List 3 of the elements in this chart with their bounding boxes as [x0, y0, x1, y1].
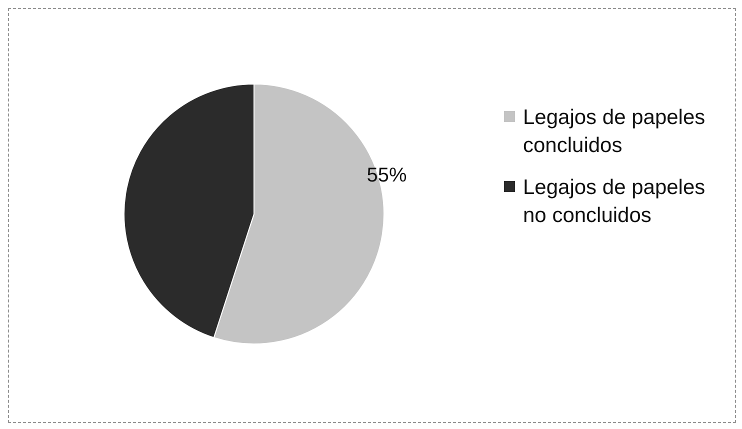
legend-label: Legajos de papeles concluidos	[523, 105, 706, 159]
legend-label: Legajos de papeles no concluidos	[523, 175, 706, 229]
data-label: 55%	[366, 164, 407, 186]
